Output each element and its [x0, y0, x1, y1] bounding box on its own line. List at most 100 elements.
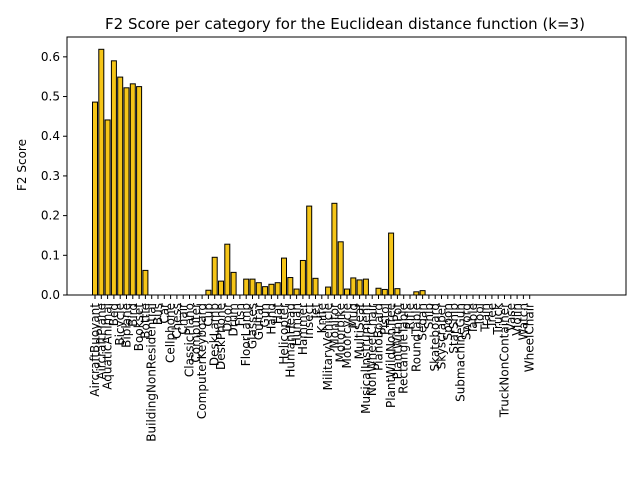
x-tick-label: Vase: [504, 303, 518, 331]
x-tick-label: Sword: [460, 303, 474, 340]
bar-Monitor: [331, 202, 338, 296]
x-tick-label: Rifle: [403, 303, 417, 330]
bar-Mug: [350, 277, 357, 296]
bar-PlantWithPot: [394, 288, 401, 296]
bar-Door: [224, 243, 231, 296]
y-axis: 0.0 0.1 0.2 0.3 0.4 0.5 0.6: [41, 50, 67, 302]
bar-Motorbike: [337, 241, 344, 296]
bar-Hand: [268, 283, 275, 296]
bar-Hat: [274, 282, 281, 296]
bar-Guitar: [255, 282, 262, 296]
x-tick-label: MilitaryVehicle: [321, 303, 335, 390]
x-tick-label: NonWheelChair: [365, 303, 379, 396]
x-tick-label: RectangleTable: [397, 303, 411, 394]
x-tick-label: MultiSeat: [353, 303, 367, 360]
x-tick-label: Hammer: [296, 303, 310, 355]
y-tick-label: 0.0: [41, 288, 60, 302]
x-tick-label: Motorcycle: [340, 303, 354, 368]
bar-MilitaryVehicle: [325, 286, 332, 296]
x-tick-label: PlantWithPot: [390, 303, 404, 380]
bar-FloorLamp: [243, 278, 250, 296]
y-tick-label: 0.1: [41, 248, 60, 262]
bar-Drum: [230, 271, 237, 296]
bar-Insect: [306, 205, 313, 296]
x-tick-label: Drum: [227, 303, 241, 336]
x-tick-label: Chair: [176, 303, 190, 335]
bar-Hammer: [299, 259, 306, 296]
x-tick-label: Door: [220, 303, 234, 332]
bar-MusicalInstrument: [362, 278, 369, 296]
x-tick-label: PlantWildNonTree: [384, 303, 398, 408]
x-tick-label: Hat: [271, 303, 285, 324]
bar-Bicycle: [117, 76, 124, 296]
x-tick-label: Gun: [258, 303, 272, 328]
x-tick-label: Pistol: [378, 303, 392, 335]
x-tick-label: Monitor: [327, 303, 341, 349]
x-tick-label: Skateboard: [428, 303, 442, 371]
x-tick-label: AircraftBuoyant: [88, 303, 102, 397]
x-tick-label: Guitar: [252, 303, 266, 340]
bar-Human: [293, 288, 300, 296]
x-tick-label: AquaticAnimal: [101, 303, 115, 390]
x-tick-label: Computer: [189, 303, 203, 363]
y-tick-label: 0.4: [41, 129, 60, 143]
bar-DeskPhone: [218, 280, 224, 296]
x-tick-label: FloorLamp: [239, 303, 253, 366]
plot-frame: [66, 36, 627, 296]
bar-Helicopter: [281, 257, 287, 296]
x-tick-label: Ship: [422, 303, 436, 329]
x-tick-label: HumanHead: [283, 303, 297, 378]
x-tick-label: DeskLamp: [208, 303, 222, 366]
y-tick-label: 0.6: [41, 50, 60, 64]
y-axis-label: F2 Score: [15, 139, 29, 191]
x-tick-label: Truck: [491, 303, 505, 336]
x-tick-label: Chess: [170, 303, 184, 339]
bar-Cup: [205, 289, 212, 296]
x-tick-label: Table: [466, 303, 480, 335]
x-tick-label: Bookset: [132, 303, 146, 352]
bar-Jet: [312, 277, 319, 296]
x-tick-label: Bottle: [138, 303, 152, 339]
x-tick-label: ComputerKeyboard: [195, 303, 209, 419]
x-tick-label: Bed: [107, 303, 121, 326]
x-tick-label: DeskPhone: [214, 303, 228, 370]
bar-Bookset: [136, 86, 143, 296]
bar-Motorcycle: [344, 288, 350, 296]
x-tick-label: Fish: [233, 303, 247, 326]
x-tick-label: Bicycle: [113, 303, 127, 346]
bar-Sedan: [419, 290, 426, 296]
x-tick-label: StarShip: [447, 303, 461, 354]
x-tick-label: Glasses: [246, 303, 260, 349]
bar-Bottle: [142, 269, 149, 296]
x-tick-label: AircraftPlane: [94, 303, 108, 380]
x-tick-label: Car: [157, 303, 171, 324]
x-tick-label: Tree: [485, 303, 499, 329]
x-tick-label: Hand: [264, 303, 278, 335]
bar-PlantWildNonTree: [388, 232, 395, 296]
y-tick-label: 0.3: [41, 169, 60, 183]
x-tick-label: Insect: [302, 303, 316, 339]
x-tick-label: Mug: [346, 303, 360, 329]
x-tick-label: Sedan: [416, 303, 430, 341]
bar-Gun: [262, 286, 269, 296]
x-tick-label: Train: [479, 303, 493, 333]
x-tick-label: Helicopter: [277, 303, 291, 365]
x-tick-label: Motorbike: [334, 303, 348, 363]
bar-Biplane: [123, 87, 130, 296]
x-tick-label: Bird: [126, 303, 140, 327]
x-tick-label: Watch: [516, 303, 530, 340]
x-tick-label: Tool: [472, 303, 486, 327]
x-tick-label: Spoon: [441, 303, 455, 341]
x-tick-label: Jet: [309, 303, 323, 320]
x-tick-label: Bus: [151, 303, 165, 325]
x-tick-label: Violin: [510, 303, 524, 336]
bar-Pistol: [381, 288, 388, 296]
bar-AquaticAnimal: [104, 119, 111, 296]
bar-DeskLamp: [211, 256, 218, 296]
bar-Glasses: [249, 278, 256, 296]
chart-title: F2 Score per category for the Euclidean …: [105, 15, 585, 33]
x-tick-label: ClassicPiano: [183, 303, 197, 377]
x-tick-label: BuildingNonResidential: [145, 303, 159, 442]
bar-HumanHead: [287, 277, 294, 296]
